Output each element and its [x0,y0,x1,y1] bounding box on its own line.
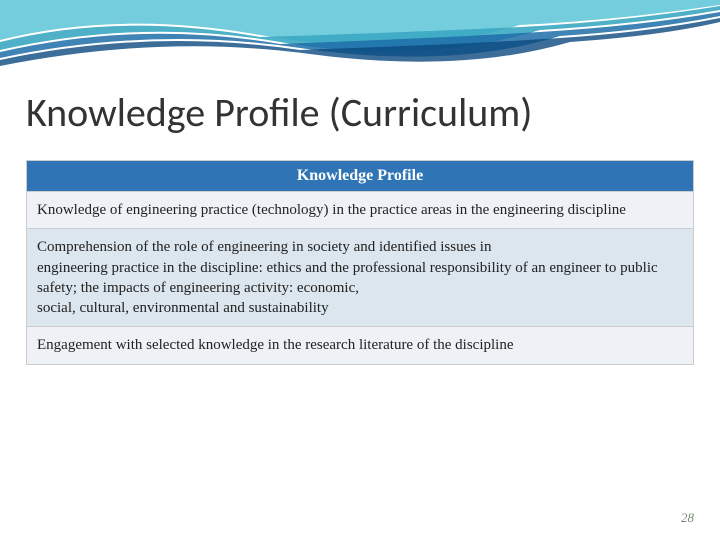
table-row: Engagement with selected knowledge in th… [27,327,694,364]
knowledge-profile-table: Knowledge Profile Knowledge of engineeri… [26,160,694,365]
table-header-cell: Knowledge Profile [27,161,694,192]
slide-title: Knowledge Profile (Curriculum) [26,88,694,137]
table-row: Knowledge of engineering practice (techn… [27,192,694,229]
table-row: Comprehension of the role of engineering… [27,229,694,327]
wave-decorative-header [0,0,720,90]
page-number: 28 [681,510,694,526]
table-body: Knowledge of engineering practice (techn… [27,192,694,365]
